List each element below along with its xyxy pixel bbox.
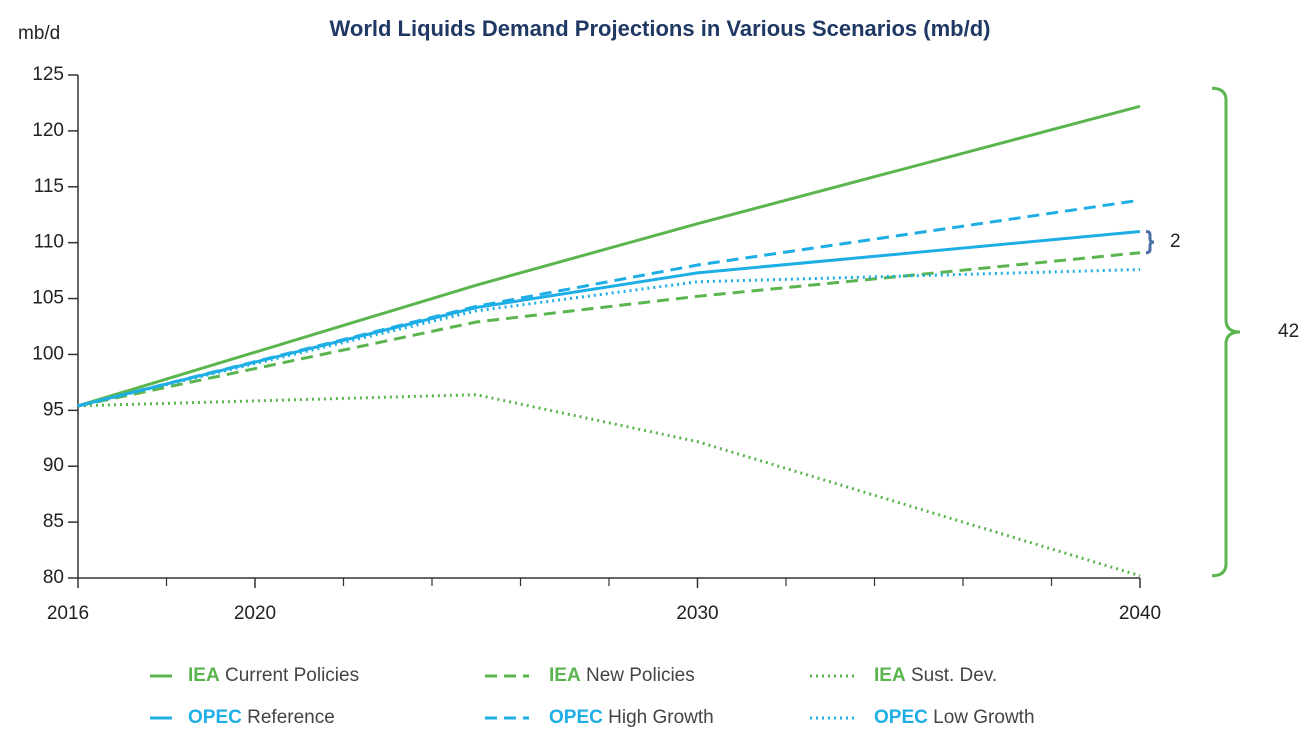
legend-group: OPEC — [188, 707, 242, 728]
series-line — [77, 104, 1141, 408]
y-tick-label: 115 — [34, 176, 64, 197]
x-tick-label: 2016 — [47, 603, 89, 624]
chart-title: World Liquids Demand Projections in Vari… — [330, 16, 991, 41]
legend-group: OPEC — [549, 707, 603, 728]
legend-name: Current Policies — [225, 665, 359, 686]
legend-group: OPEC — [874, 707, 928, 728]
y-tick-label: 80 — [43, 567, 64, 588]
y-tick-label: 110 — [34, 232, 64, 253]
y-tick-label: 125 — [32, 64, 64, 85]
series-line — [77, 251, 1141, 408]
annotation-label: 42 — [1278, 321, 1299, 342]
legend-name: Sust. Dev. — [911, 665, 997, 686]
annotation-label: 2 — [1170, 231, 1181, 252]
y-tick-label: 85 — [43, 511, 64, 532]
legend-group: IEA — [549, 665, 581, 686]
legend-entry: OPEC Low Growth — [874, 707, 1035, 728]
legend-name: New Policies — [586, 665, 695, 686]
brace — [1211, 86, 1241, 578]
x-tick-label: 2040 — [1119, 603, 1161, 624]
legend-entry: IEA Sust. Dev. — [874, 665, 997, 686]
legend-name: High Growth — [608, 707, 714, 728]
y-tick-label: 100 — [32, 343, 64, 364]
series-line — [77, 229, 1141, 408]
legend-name: Reference — [247, 707, 335, 728]
series-line — [77, 267, 1141, 408]
y-tick-label: 120 — [32, 120, 64, 141]
legend-entry: IEA New Policies — [549, 665, 695, 686]
x-tick-label: 2020 — [234, 603, 276, 624]
legend-group: IEA — [874, 665, 906, 686]
series-line — [77, 198, 1141, 408]
y-tick-label: 105 — [32, 288, 64, 309]
y-tick-label: 90 — [43, 455, 64, 476]
brace — [1145, 229, 1155, 255]
legend-entry: OPEC High Growth — [549, 707, 714, 728]
legend-name: Low Growth — [933, 707, 1034, 728]
legend-entry: IEA Current Policies — [188, 665, 359, 686]
x-tick-label: 2030 — [676, 603, 718, 624]
legend-entry: OPEC Reference — [188, 707, 335, 728]
legend-group: IEA — [188, 665, 220, 686]
y-tick-label: 95 — [43, 399, 64, 420]
series-line — [77, 393, 1141, 578]
y-axis-label: mb/d — [18, 23, 60, 44]
